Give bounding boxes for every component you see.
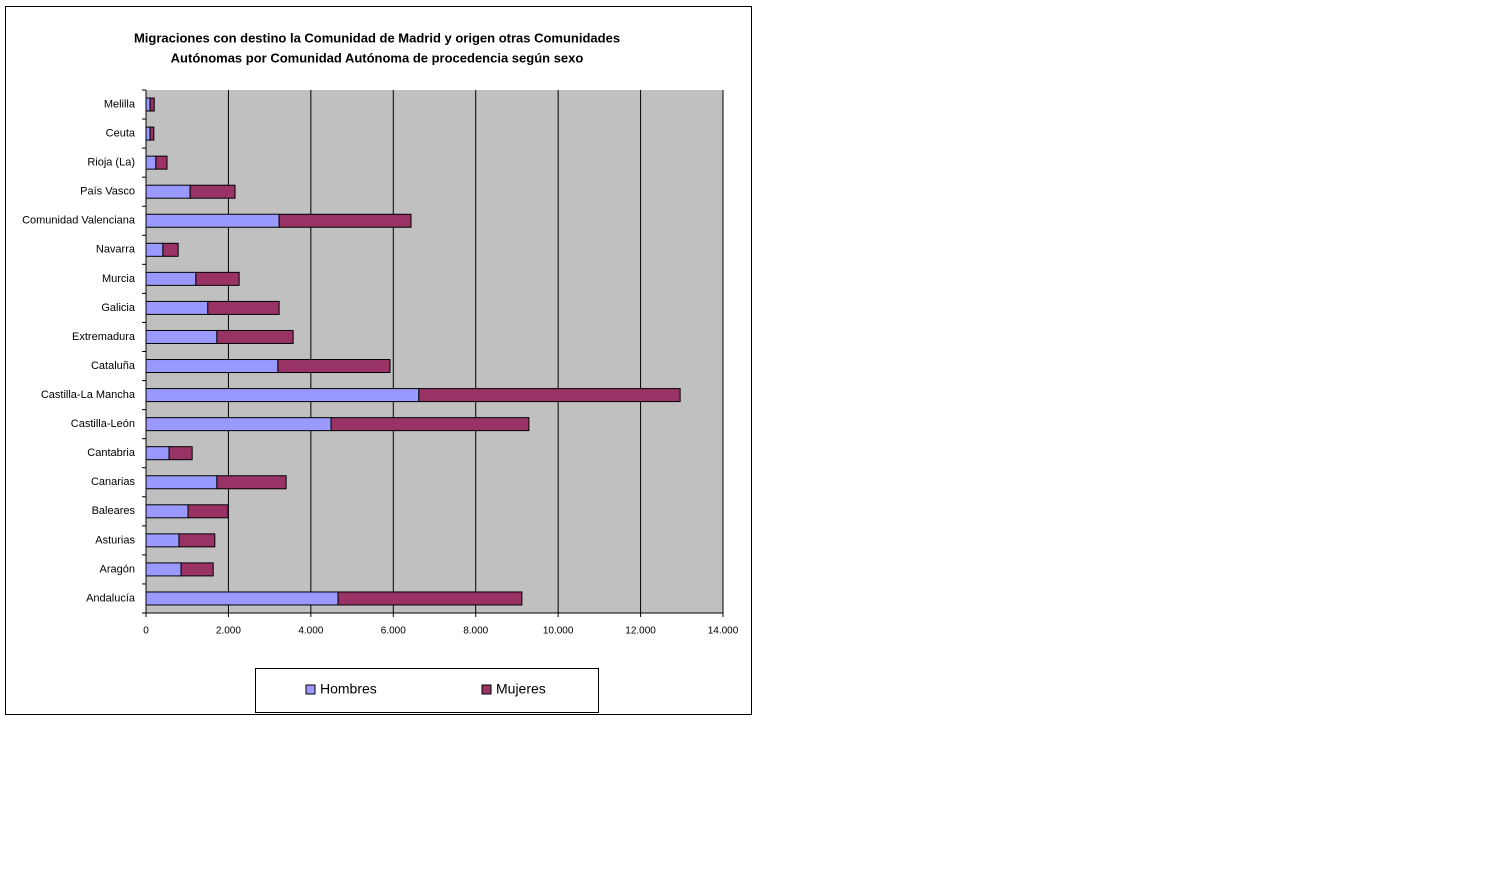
bar-segment [337, 591, 523, 606]
bar-segment [149, 126, 155, 141]
bar-segment [330, 417, 530, 432]
bar-segment [145, 300, 209, 315]
bar-segment [189, 184, 236, 199]
y-tick-label: Cantabria [87, 447, 136, 459]
bar-segment [145, 417, 332, 432]
bar-segment [149, 97, 155, 112]
bar-segment [145, 97, 151, 112]
y-tick-label: Andalucía [86, 592, 136, 604]
y-tick-label: Asturias [95, 534, 135, 546]
bar-segment [278, 213, 412, 228]
bar-segment [145, 562, 182, 577]
bar-segment [145, 446, 170, 461]
chart-title: Autónomas por Comunidad Autónoma de proc… [171, 50, 584, 65]
y-tick-label: Extremadura [72, 331, 136, 343]
bar-segment [216, 475, 287, 490]
bar-segment [145, 213, 280, 228]
bar-segment [155, 155, 168, 170]
y-tick-label: Aragón [100, 563, 135, 575]
bar-segment [145, 184, 191, 199]
bar-segment [216, 329, 294, 344]
y-tick-label: Comunidad Valenciana [22, 215, 136, 227]
bar-segment [145, 359, 279, 374]
bar-segment [145, 475, 218, 490]
bar-segment [145, 388, 420, 403]
bar-segment [418, 388, 681, 403]
y-tick-label: Galicia [101, 302, 136, 314]
bar-segment [207, 300, 280, 315]
bar-segment [145, 504, 189, 519]
y-tick-label: Castilla-La Mancha [41, 389, 136, 401]
bar-segment [145, 591, 339, 606]
x-tick-label: 2.000 [216, 626, 241, 637]
y-tick-label: Castilla-León [71, 418, 135, 430]
bar-segment [145, 329, 218, 344]
legend-swatch [481, 684, 492, 695]
legend-swatch [305, 684, 316, 695]
bar-segment [277, 359, 391, 374]
x-tick-label: 8.000 [463, 626, 488, 637]
bar-segment [168, 446, 193, 461]
bar-segment [145, 126, 151, 141]
x-tick-label: 14.000 [708, 626, 739, 637]
x-tick-label: 6.000 [381, 626, 406, 637]
legend-label: Hombres [320, 681, 377, 697]
y-tick-label: Cataluña [91, 360, 136, 372]
chart-title: Migraciones con destino la Comunidad de … [134, 30, 620, 45]
y-tick-label: Rioja (La) [87, 157, 135, 169]
x-tick-label: 0 [143, 626, 149, 637]
bar-segment [162, 242, 179, 257]
y-tick-label: Melilla [104, 98, 136, 110]
x-tick-label: 12.000 [625, 626, 656, 637]
bar-segment [187, 504, 229, 519]
legend-label: Mujeres [496, 681, 546, 697]
bar-segment [145, 271, 197, 286]
bar-segment [145, 533, 180, 548]
y-tick-label: Ceuta [106, 127, 136, 139]
bar-segment [178, 533, 216, 548]
x-tick-label: 10.000 [543, 626, 574, 637]
y-tick-label: Baleares [92, 505, 136, 517]
bar-segment [145, 155, 157, 170]
bar-segment [195, 271, 240, 286]
bar-segment [145, 242, 164, 257]
y-tick-label: Canarias [91, 476, 136, 488]
plot-area [146, 90, 723, 613]
y-tick-label: Murcia [102, 273, 136, 285]
y-tick-label: Navarra [96, 244, 136, 256]
y-tick-label: País Vasco [80, 186, 135, 198]
bar-segment [180, 562, 214, 577]
x-tick-label: 4.000 [298, 626, 323, 637]
